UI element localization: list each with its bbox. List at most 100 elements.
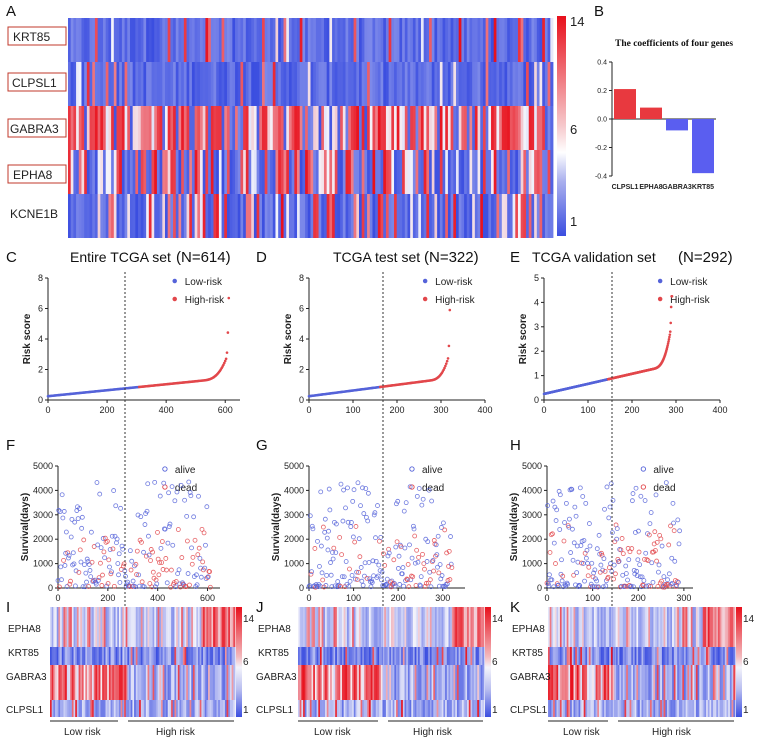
heatJ-cell <box>362 647 365 665</box>
heatK-cell <box>702 647 705 665</box>
heatmap-a-cell <box>105 106 109 150</box>
heatmap-a-cell <box>162 18 166 62</box>
heatI-cell <box>152 665 155 700</box>
chart-g-legend-label: alive <box>422 465 443 476</box>
heatJ-cell <box>404 607 407 647</box>
heatJ-cell <box>382 647 385 665</box>
heatK-cell <box>726 665 729 700</box>
heatK-cell <box>690 665 693 700</box>
heatI-cell <box>189 607 192 647</box>
heatK-cell <box>551 647 554 665</box>
heatmap-a-cell <box>73 194 77 238</box>
heatI-cell <box>76 700 79 717</box>
chart-f-point <box>189 545 194 551</box>
heatK-cell <box>687 647 690 665</box>
heatmap-a-cell <box>334 18 338 62</box>
chart-d-ytick-label: 8 <box>299 273 304 283</box>
heatmap-a <box>68 18 554 238</box>
chart-e-point <box>668 333 672 336</box>
heatK-cell <box>563 700 566 717</box>
heatI-cell <box>209 647 212 665</box>
heatmap-a-cell <box>415 18 419 62</box>
heatK-cell <box>729 607 732 647</box>
heatI-cell <box>164 647 167 665</box>
heatI-cell <box>103 665 106 700</box>
heatmap-a-cell <box>526 150 530 194</box>
chart-h-point <box>581 538 587 543</box>
heatmap-a-cell <box>509 150 513 194</box>
heatI-cell <box>206 700 209 717</box>
heatmap-a-cell <box>396 194 400 238</box>
chart-g-point <box>336 582 342 588</box>
heatK-cell <box>593 647 596 665</box>
heatI-cell <box>233 665 236 700</box>
heatmap-a-cell <box>94 106 99 150</box>
heatK-cell <box>731 607 734 647</box>
heatK-cell <box>718 607 721 647</box>
chart-f-point <box>141 549 146 555</box>
heatmap-i-gene-1: KRT85 <box>8 648 39 659</box>
heatmap-a-cell <box>191 194 196 238</box>
heatmap-a-cell <box>288 194 293 238</box>
heatK-cell <box>639 647 642 665</box>
heatmap-a-cell <box>472 106 476 150</box>
heatI-cell <box>118 647 122 665</box>
heatmap-a-cell <box>248 106 252 150</box>
heatI-cell <box>55 607 58 647</box>
chart-f-point <box>118 505 123 511</box>
heatI-cell <box>204 647 207 665</box>
chart-h-point <box>675 517 681 523</box>
heatJ-cell <box>475 607 478 647</box>
chart-f-point <box>129 558 135 564</box>
heatmap-a-cell <box>356 194 360 238</box>
panel-letter-d: D <box>256 249 267 266</box>
heatJ-cell <box>434 665 438 700</box>
heatK-cell <box>724 607 727 647</box>
heatmap-a-cell <box>76 194 80 238</box>
heatmap-a-cell <box>294 62 298 106</box>
chart-h-point <box>592 567 598 573</box>
heatK-cell <box>602 665 605 700</box>
chart-g-point <box>347 566 352 572</box>
heatI-cell <box>221 665 224 700</box>
heatK-cell <box>695 665 698 700</box>
heatI-cell <box>100 700 103 717</box>
heatK-cell <box>689 647 692 665</box>
heatmap-a-cell <box>148 194 152 238</box>
heatJ-cell <box>382 700 385 717</box>
heatI-cell <box>199 607 202 647</box>
heatK-cell <box>626 665 629 700</box>
chart-h-point <box>571 572 577 578</box>
heatI-cell <box>129 647 132 665</box>
heatK-cell <box>704 665 707 700</box>
heatI-cell <box>85 700 88 717</box>
heatK-cell <box>607 647 610 665</box>
heatJ-cell <box>325 607 328 647</box>
heatI-cell <box>184 607 187 647</box>
chart-g-point <box>439 525 444 530</box>
heatI-cell <box>226 607 229 647</box>
heatK-cell <box>573 665 576 700</box>
heatmap-a-cell <box>251 150 255 194</box>
heatJ-cell <box>412 607 416 647</box>
heatJ-cell <box>382 607 385 647</box>
heatJ-cell <box>353 607 356 647</box>
heatmap-a-cell <box>418 194 422 238</box>
heatK-cell <box>595 607 598 647</box>
heatI-cell <box>199 700 202 717</box>
heatmap-a-cell <box>202 18 206 62</box>
heatI-cell <box>161 665 164 700</box>
heatI-cell <box>216 607 219 647</box>
heatmap-a-cell <box>210 194 214 238</box>
heatJ-cell <box>440 647 443 665</box>
chart-e-xtick-label: 200 <box>624 405 639 415</box>
heatmap-a-cell <box>512 194 516 238</box>
heatI-cell <box>211 665 214 700</box>
heatK-cell <box>633 665 636 700</box>
heatK-cell <box>548 700 551 717</box>
chart-g-ytick-label: 4000 <box>284 485 304 495</box>
chart-f-point <box>58 564 64 570</box>
heatK-cell <box>604 665 607 700</box>
heatJ-cell <box>470 700 473 717</box>
heatJ-cell <box>404 700 407 717</box>
